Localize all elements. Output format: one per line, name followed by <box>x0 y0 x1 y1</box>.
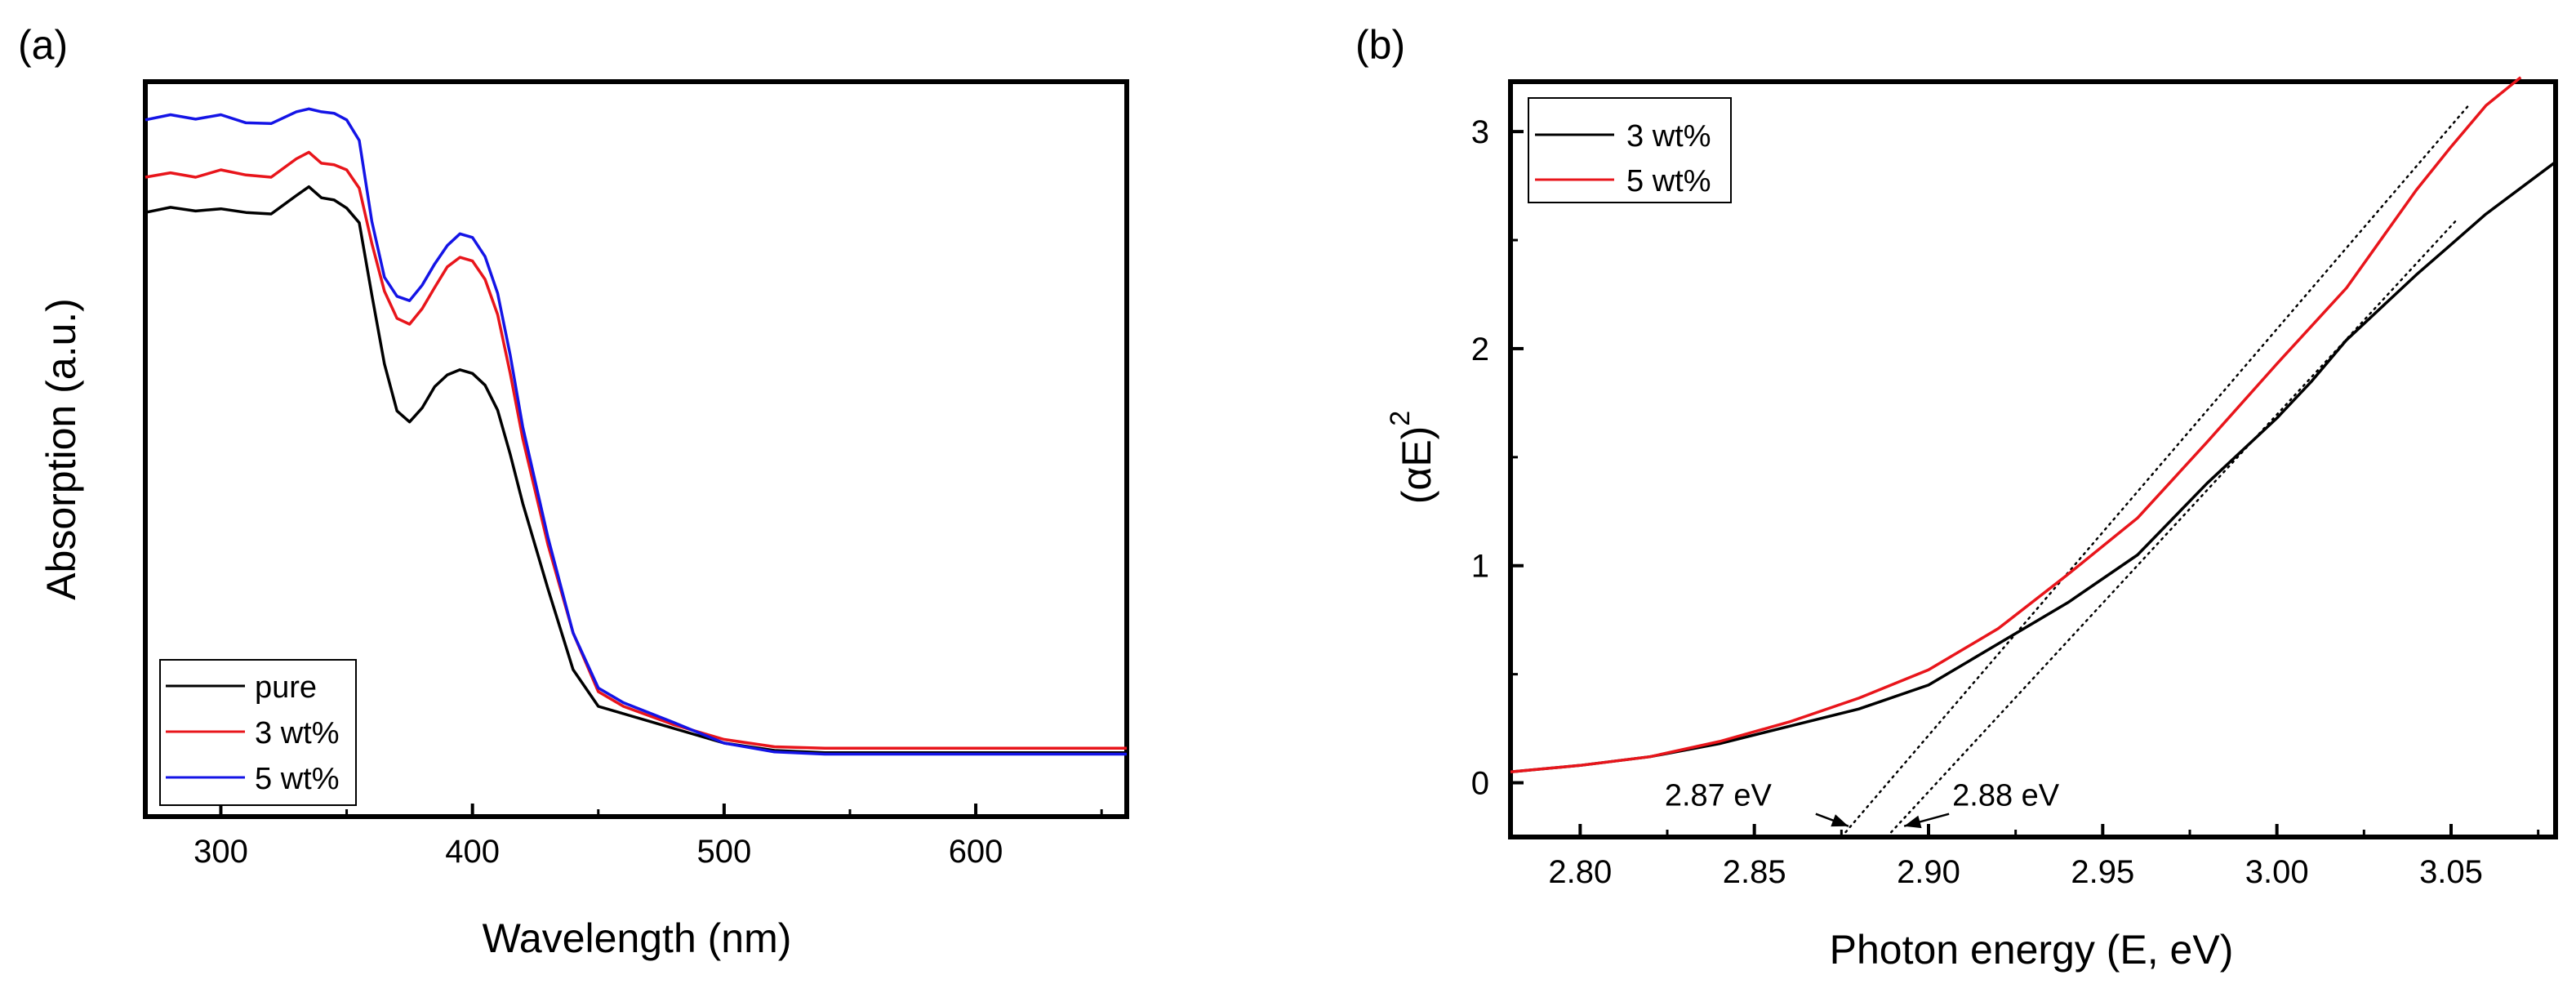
panel-b-y-axis-title-base: (αE) <box>1394 426 1439 505</box>
x-tick-label-400: 400 <box>445 834 500 870</box>
panel-b-legend-box <box>1528 97 1732 203</box>
panel-b-legend: 3 wt% 5 wt% <box>1528 97 1732 203</box>
svg-text:(αE)2: (αE)2 <box>1385 411 1439 504</box>
panel-b-y-axis-title-superscript: 2 <box>1385 411 1416 426</box>
panel-b-x-axis-title: Photon energy (E, eV) <box>1830 927 2234 973</box>
x-tick-label-2-95: 2.95 <box>2071 854 2134 890</box>
legend-label-3wt: 3 wt% <box>255 716 339 750</box>
legend-label-3wt: 3 wt% <box>1626 119 1711 154</box>
x-tick-label-300: 300 <box>194 834 248 870</box>
y-tick-label-0: 0 <box>1471 766 1489 802</box>
panel-a-y-axis-title: Absorption (a.u.) <box>38 298 84 600</box>
x-tick-label-2-80: 2.80 <box>1548 854 1612 890</box>
y-tick-label-2: 2 <box>1471 332 1489 367</box>
legend-label-pure: pure <box>255 670 317 705</box>
panel-a-legend: pure 3 wt% 5 wt% <box>159 659 357 806</box>
panel-a-x-axis-title: Wavelength (nm) <box>483 915 792 961</box>
panel-b-axis-ticks: 2.80 2.85 2.90 2.95 3.00 3.05 0 1 2 3 <box>1471 114 2540 890</box>
x-tick-label-3-05: 3.05 <box>2419 854 2483 890</box>
x-tick-label-2-85: 2.85 <box>1723 854 1786 890</box>
panel-b-label: (b) <box>1355 22 1405 68</box>
panel-b-annotations: 2.87 eV 2.88 eV <box>1665 779 2060 829</box>
x-tick-label-2-90: 2.90 <box>1897 854 1960 890</box>
panel-a-series <box>145 107 1127 756</box>
series-line-3-wt <box>145 150 1127 750</box>
panel-a: (a) 300 400 500 600 Wavelength (nm) Absorpt… <box>18 22 1129 961</box>
legend-label-5wt: 5 wt% <box>1626 164 1711 198</box>
panel-b-plot-frame <box>1508 79 2558 839</box>
series-line-5-wt <box>145 107 1127 756</box>
panel-a-plot-frame <box>143 79 1129 819</box>
series-line-5-wt <box>1510 76 2522 774</box>
x-tick-label-500: 500 <box>696 834 751 870</box>
panel-b-series <box>1510 76 2557 774</box>
panel-a-x-ticks: 300 400 500 600 <box>194 804 1103 870</box>
annotation-arrowhead-2-88-ev <box>1904 815 1922 829</box>
annotation-label-2-88-ev: 2.88 eV <box>1952 779 2060 813</box>
legend-label-5wt: 5 wt% <box>255 762 339 796</box>
panel-a-label: (a) <box>18 22 68 68</box>
series-line-pure <box>145 185 1127 755</box>
fit-line-5-wt-fit <box>1840 104 2470 839</box>
fit-line-3-wt-fit <box>1885 217 2459 839</box>
y-tick-label-3: 3 <box>1471 114 1489 150</box>
panel-b-y-axis-title: (αE)2 <box>1385 411 1439 504</box>
annotation-arrowhead-2-87-ev <box>1831 814 1849 827</box>
panel-b: (b) 2.80 2.85 2.90 2.95 3.00 3.05 0 1 2 3 2.87 eV… <box>1355 22 2558 973</box>
y-tick-label-1: 1 <box>1471 549 1489 585</box>
series-line-3-wt <box>1510 160 2557 774</box>
x-tick-label-600: 600 <box>949 834 1003 870</box>
x-tick-label-3-00: 3.00 <box>2245 854 2309 890</box>
annotation-label-2-87-ev: 2.87 eV <box>1665 779 1773 813</box>
panel-a-legend-box <box>159 659 357 806</box>
panel-b-fit-lines <box>1840 104 2470 839</box>
